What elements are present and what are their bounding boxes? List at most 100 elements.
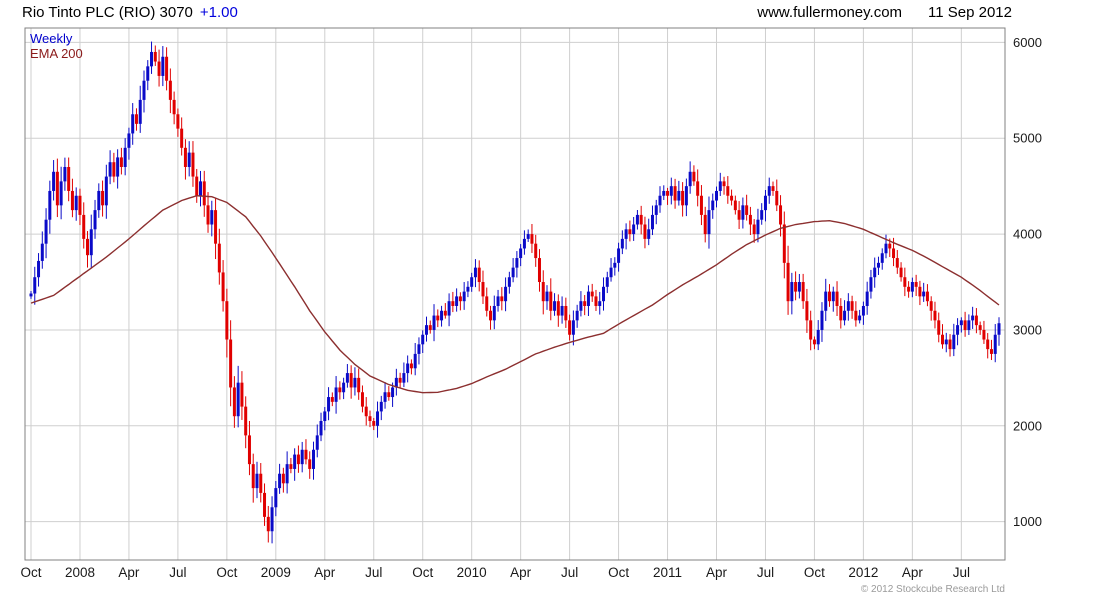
candle-body bbox=[605, 277, 609, 287]
candle-body bbox=[971, 315, 975, 321]
x-axis-tick: Jul bbox=[561, 565, 578, 580]
candle-body bbox=[150, 51, 154, 67]
candle-body bbox=[568, 320, 572, 335]
candle-body bbox=[270, 507, 274, 532]
legend-ema-200: EMA 200 bbox=[30, 46, 83, 61]
candle-body bbox=[70, 190, 74, 211]
candle-body bbox=[119, 157, 123, 167]
candle-body bbox=[974, 315, 978, 326]
candle-body bbox=[376, 411, 380, 426]
candle-body bbox=[97, 190, 101, 211]
candle-body bbox=[515, 258, 519, 268]
x-axis-tick: Jul bbox=[757, 565, 774, 580]
candle-body bbox=[718, 181, 722, 191]
candle-body bbox=[134, 114, 138, 124]
candle-body bbox=[349, 373, 353, 388]
candle-body bbox=[937, 320, 941, 335]
x-axis-tick: 2010 bbox=[457, 565, 487, 580]
candle-body bbox=[391, 387, 395, 398]
candle-body bbox=[692, 171, 696, 182]
candle-body bbox=[760, 210, 764, 220]
candle-body bbox=[37, 260, 41, 278]
candle-body bbox=[820, 310, 824, 330]
candle-body bbox=[812, 339, 816, 345]
candle-body bbox=[959, 320, 963, 326]
candle-body bbox=[613, 262, 617, 268]
x-axis-tick: Oct bbox=[216, 565, 237, 580]
candle-body bbox=[225, 301, 229, 340]
candle-body bbox=[198, 181, 202, 196]
candle-body bbox=[944, 339, 948, 345]
candle-body bbox=[146, 66, 150, 81]
candle-body bbox=[545, 291, 549, 302]
candle-body bbox=[161, 56, 165, 76]
y-axis-tick: 6000 bbox=[1013, 35, 1042, 50]
candle-body bbox=[914, 282, 918, 287]
candle-body bbox=[191, 152, 195, 177]
candle-body bbox=[922, 291, 926, 297]
candle-body bbox=[511, 267, 515, 278]
candle-body bbox=[726, 186, 730, 196]
candle-body bbox=[74, 195, 78, 211]
candle-body bbox=[869, 277, 873, 292]
candle-body bbox=[635, 214, 639, 225]
candle-body bbox=[319, 421, 323, 436]
candle-body bbox=[519, 248, 523, 259]
x-axis-tick: Oct bbox=[20, 565, 41, 580]
candle-body bbox=[406, 363, 410, 374]
candle-body bbox=[658, 195, 662, 206]
candle-body bbox=[741, 205, 745, 220]
candle-body bbox=[688, 171, 692, 187]
candle-body bbox=[485, 296, 489, 311]
candle-body bbox=[925, 291, 929, 302]
candle-body bbox=[202, 181, 206, 206]
x-axis-tick: Apr bbox=[510, 565, 532, 580]
x-axis-tick: Apr bbox=[706, 565, 728, 580]
candle-body bbox=[153, 51, 157, 62]
candle-body bbox=[165, 56, 169, 81]
candle-body bbox=[304, 449, 308, 460]
candle-body bbox=[650, 214, 654, 230]
candle-body bbox=[232, 387, 236, 417]
candle-body bbox=[715, 190, 719, 201]
candle-body bbox=[507, 277, 511, 287]
candle-body bbox=[210, 210, 214, 225]
candle-body bbox=[899, 267, 903, 278]
x-axis-tick: Apr bbox=[118, 565, 140, 580]
candle-body bbox=[771, 186, 775, 191]
candle-body bbox=[797, 282, 801, 292]
candle-body bbox=[368, 416, 372, 422]
candle-body bbox=[342, 382, 346, 393]
candle-body bbox=[473, 267, 477, 278]
candle-body bbox=[221, 272, 225, 302]
candle-body bbox=[639, 214, 643, 225]
candle-body bbox=[858, 315, 862, 321]
candle-body bbox=[624, 229, 628, 239]
candle-body bbox=[285, 464, 289, 484]
candle-body bbox=[918, 286, 922, 297]
x-axis-tick: Apr bbox=[314, 565, 336, 580]
candle-body bbox=[767, 186, 771, 196]
y-axis-tick: 1000 bbox=[1013, 514, 1042, 529]
candle-body bbox=[575, 310, 579, 321]
candle-body bbox=[311, 449, 315, 469]
candle-body bbox=[609, 267, 613, 278]
x-axis-tick: 2009 bbox=[261, 565, 291, 580]
candle-body bbox=[229, 339, 233, 388]
candle-body bbox=[888, 243, 892, 249]
candle-body bbox=[643, 224, 647, 239]
candle-body bbox=[824, 291, 828, 311]
candle-body bbox=[52, 171, 56, 191]
candle-body bbox=[157, 61, 161, 76]
candle-body bbox=[33, 277, 37, 294]
candle-body bbox=[244, 406, 248, 436]
candle-body bbox=[281, 473, 285, 484]
candle-body bbox=[590, 291, 594, 297]
candle-body bbox=[903, 277, 907, 287]
candle-body bbox=[353, 377, 357, 388]
candle-body bbox=[116, 157, 120, 177]
candle-body bbox=[522, 238, 526, 249]
candle-body bbox=[880, 253, 884, 263]
candle-body bbox=[865, 291, 869, 306]
